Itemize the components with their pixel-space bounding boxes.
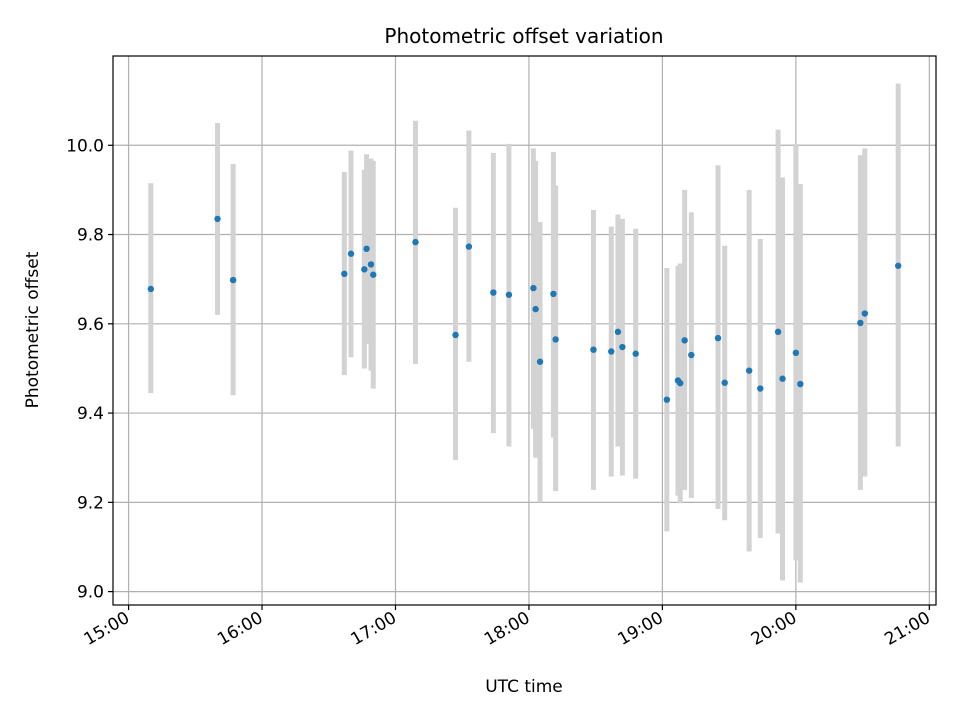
data-point <box>452 331 459 339</box>
data-point <box>229 276 237 284</box>
data-point <box>214 215 221 223</box>
data-point <box>861 310 869 317</box>
data-point <box>614 328 622 336</box>
data-point <box>550 290 557 298</box>
data-point <box>341 270 348 278</box>
data-point <box>552 336 559 343</box>
data-point <box>361 266 368 273</box>
data-point <box>536 358 544 365</box>
y-tick-label: 9.0 <box>77 583 104 603</box>
data-point <box>894 262 902 269</box>
data-point <box>774 328 782 336</box>
data-point <box>745 367 753 374</box>
data-point <box>147 285 155 293</box>
y-tick-label: 9.4 <box>77 404 104 424</box>
data-point <box>363 245 370 253</box>
point-layer <box>147 215 902 403</box>
data-point <box>857 319 864 327</box>
y-tick-label: 9.8 <box>77 226 104 246</box>
data-point <box>590 346 597 353</box>
data-point <box>688 351 695 359</box>
y-tick-label: 9.6 <box>77 315 104 335</box>
chart-title: Photometric offset variation <box>384 24 663 48</box>
data-point <box>714 334 722 342</box>
x-axis-title: UTC time <box>485 677 563 697</box>
data-point <box>619 343 626 351</box>
y-axis-title: Photometric offset <box>23 251 43 408</box>
data-point <box>677 379 684 387</box>
data-point <box>532 305 539 313</box>
data-point <box>367 261 375 268</box>
data-point <box>632 350 639 357</box>
data-point <box>608 348 615 355</box>
data-point <box>412 238 419 246</box>
plot-frame <box>112 55 937 606</box>
data-point <box>792 349 800 357</box>
data-point <box>797 380 804 388</box>
data-point <box>505 291 513 298</box>
data-point <box>663 396 671 403</box>
data-point <box>721 379 728 386</box>
data-point <box>465 243 473 250</box>
data-point <box>490 289 497 296</box>
y-tick-label: 10.0 <box>66 136 104 156</box>
data-point <box>530 284 537 292</box>
data-point <box>757 385 764 392</box>
data-point <box>779 375 786 382</box>
data-point <box>370 271 377 278</box>
data-point <box>347 250 355 257</box>
data-point <box>681 337 688 344</box>
y-tick-label: 9.2 <box>77 493 104 513</box>
